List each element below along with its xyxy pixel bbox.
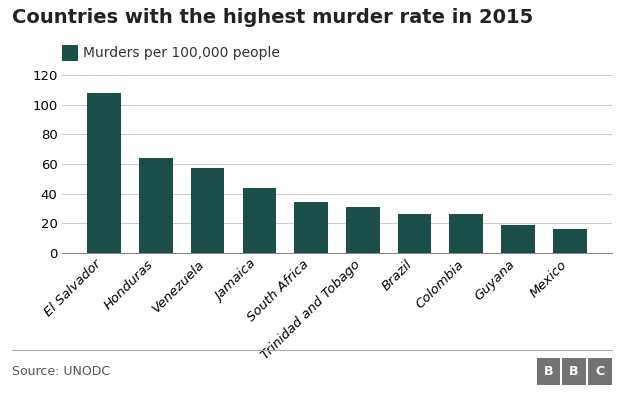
Text: B: B <box>569 365 579 378</box>
Bar <box>397 214 431 253</box>
Text: Countries with the highest murder rate in 2015: Countries with the highest murder rate i… <box>12 8 534 27</box>
Text: B: B <box>544 365 553 378</box>
Bar <box>553 229 587 253</box>
Bar <box>139 158 173 253</box>
Bar <box>501 225 535 253</box>
Text: C: C <box>595 365 604 378</box>
Bar <box>243 188 276 253</box>
Bar <box>449 214 483 253</box>
Text: Murders per 100,000 people: Murders per 100,000 people <box>83 46 280 60</box>
Bar <box>295 202 328 253</box>
Bar <box>191 168 225 253</box>
Text: Source: UNODC: Source: UNODC <box>12 365 110 378</box>
Bar <box>346 207 379 253</box>
Bar <box>87 93 121 253</box>
